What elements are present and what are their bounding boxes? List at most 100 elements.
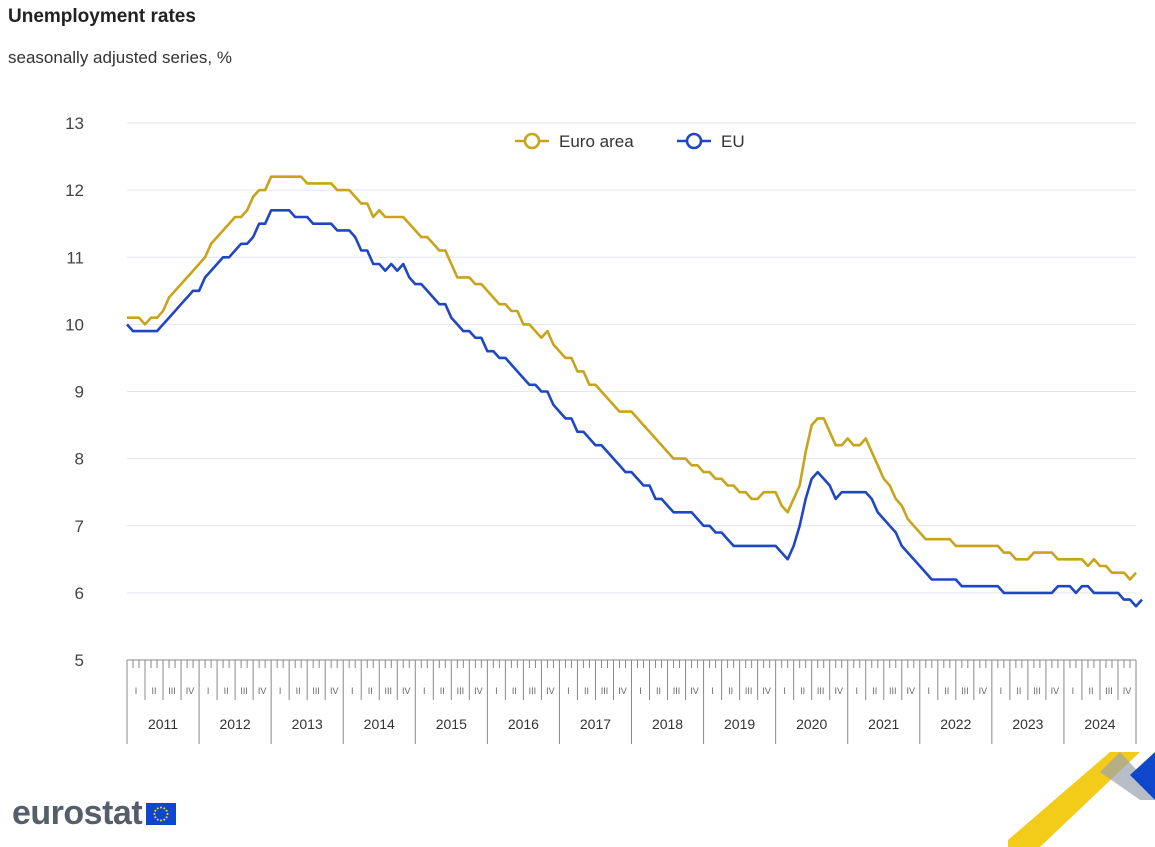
quarter-label: II: [368, 686, 373, 696]
flag-star: [160, 819, 163, 821]
quarter-label: I: [639, 686, 642, 696]
flag-star: [163, 806, 166, 809]
series-lines: [126, 175, 1143, 608]
quarter-label: II: [152, 686, 157, 696]
quarter-label: III: [1105, 686, 1113, 696]
y-tick-label: 12: [65, 181, 84, 200]
quarter-label: I: [207, 686, 210, 696]
quarter-label: III: [312, 686, 320, 696]
quarter-label: II: [440, 686, 445, 696]
legend-label: Euro area: [559, 132, 634, 151]
quarter-label: I: [567, 686, 570, 696]
quarter-label: II: [872, 686, 877, 696]
year-label: 2016: [508, 716, 539, 732]
quarter-label: II: [728, 686, 733, 696]
quarter-label: I: [855, 686, 858, 696]
flag-star: [165, 815, 168, 818]
y-tick-label: 10: [65, 315, 84, 334]
quarter-label: I: [1072, 686, 1075, 696]
year-label: 2012: [220, 716, 251, 732]
quarter-label: I: [928, 686, 931, 696]
year-label: 2015: [436, 716, 467, 732]
flag-star: [160, 806, 163, 808]
legend-marker-icon: [523, 132, 541, 150]
quarter-label: III: [601, 686, 609, 696]
year-label: 2020: [796, 716, 827, 732]
year-label: 2018: [652, 716, 683, 732]
quarter-label: III: [168, 686, 176, 696]
legend[interactable]: Euro area EU: [515, 132, 745, 151]
flag-star: [165, 809, 168, 812]
quarter-label: II: [944, 686, 949, 696]
y-tick-label: 8: [75, 450, 84, 469]
flag-star: [154, 815, 157, 818]
quarter-label: I: [711, 686, 714, 696]
quarter-label: I: [423, 686, 426, 696]
quarter-label: IV: [979, 686, 988, 696]
quarter-label: II: [296, 686, 301, 696]
eu-flag-icon: [146, 802, 177, 825]
quarter-label: IV: [1123, 686, 1132, 696]
year-label: 2024: [1084, 716, 1115, 732]
y-axis: 5 6 7 8 9 10 11 12 13: [65, 114, 84, 670]
quarter-label: IV: [546, 686, 555, 696]
quarter-label: II: [800, 686, 805, 696]
flag-star: [153, 812, 156, 815]
y-tick-label: 11: [66, 248, 84, 267]
year-label: 2021: [868, 716, 899, 732]
chart-subtitle: seasonally adjusted series, %: [8, 48, 232, 67]
series-line-euro-area: [127, 175, 1137, 581]
flag-star: [163, 818, 166, 821]
flag-star: [154, 809, 157, 812]
y-tick-label: 9: [75, 383, 84, 402]
chart-title: Unemployment rates: [8, 6, 196, 27]
quarter-label: I: [783, 686, 786, 696]
quarter-label: I: [351, 686, 354, 696]
year-label: 2011: [148, 716, 178, 732]
brand-name: eurostat: [12, 794, 143, 832]
quarter-label: II: [584, 686, 589, 696]
y-tick-label: 7: [75, 517, 84, 536]
series-line-eu: [126, 209, 1143, 608]
quarter-label: III: [673, 686, 681, 696]
quarter-label: III: [240, 686, 248, 696]
year-label: 2013: [292, 716, 323, 732]
quarter-label: I: [495, 686, 498, 696]
quarter-label: II: [1088, 686, 1093, 696]
year-label: 2019: [724, 716, 755, 732]
quarter-label: III: [1033, 686, 1041, 696]
y-tick-label: 6: [75, 584, 84, 603]
quarter-label: II: [512, 686, 517, 696]
quarter-label: III: [961, 686, 969, 696]
quarter-label: IV: [762, 686, 771, 696]
quarter-label: I: [279, 686, 282, 696]
quarter-label: IV: [330, 686, 339, 696]
quarter-label: II: [656, 686, 661, 696]
gridlines: [127, 122, 1136, 594]
quarter-label: III: [889, 686, 897, 696]
quarter-label: II: [224, 686, 229, 696]
quarter-label: III: [817, 686, 825, 696]
eurostat-corner-graphic: [1008, 752, 1155, 847]
quarter-label: IV: [186, 686, 195, 696]
corner-grey-stripe: [1100, 752, 1155, 800]
quarter-label: IV: [258, 686, 267, 696]
legend-label: EU: [721, 132, 745, 151]
flag-star: [156, 806, 159, 809]
year-label: 2023: [1012, 716, 1043, 732]
quarter-label: III: [457, 686, 465, 696]
quarter-label: IV: [474, 686, 483, 696]
quarter-label: IV: [690, 686, 699, 696]
quarter-label: III: [745, 686, 753, 696]
year-label: 2017: [580, 716, 611, 732]
quarter-label: IV: [618, 686, 627, 696]
flag-star: [156, 818, 159, 821]
year-label: 2022: [940, 716, 971, 732]
y-tick-label: 5: [75, 651, 84, 670]
y-tick-label: 13: [65, 114, 84, 133]
legend-marker-icon: [685, 132, 703, 150]
quarter-label: IV: [1051, 686, 1060, 696]
eurostat-logo[interactable]: eurostat: [12, 794, 177, 833]
